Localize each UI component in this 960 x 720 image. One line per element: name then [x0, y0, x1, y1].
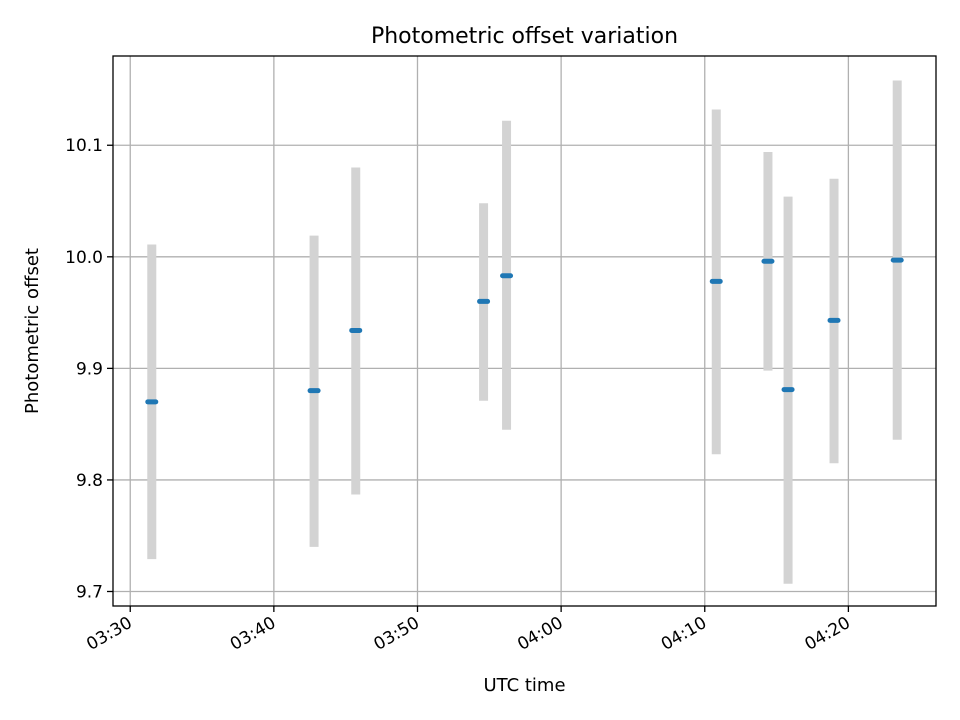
y-tick-label: 10.1	[65, 136, 103, 156]
plot-frame	[112, 55, 937, 607]
x-tick-label: 04:20	[801, 613, 853, 655]
y-tick-label: 9.8	[76, 471, 103, 491]
x-tick-label: 03:40	[227, 613, 279, 655]
x-tick-label: 03:30	[83, 613, 135, 655]
y-axis: 9.7 9.8 9.9 10.0 10.1	[65, 136, 113, 602]
x-tick-label: 04:10	[658, 613, 710, 655]
x-tick-label: 04:00	[514, 613, 566, 655]
y-tick-label: 9.9	[76, 359, 103, 379]
x-tick-label: 03:50	[371, 613, 423, 655]
chart-title: Photometric offset variation	[371, 24, 678, 49]
x-axis-label: UTC time	[483, 675, 565, 696]
x-axis: 03:30 03:40 03:50 04:00 04:10 04:20	[83, 606, 854, 655]
y-axis-label: Photometric offset	[22, 248, 43, 414]
y-tick-label: 10.0	[65, 248, 103, 268]
grid	[113, 56, 936, 606]
error-bars	[147, 80, 902, 584]
y-tick-label: 9.7	[76, 582, 103, 602]
data-points	[145, 257, 904, 405]
